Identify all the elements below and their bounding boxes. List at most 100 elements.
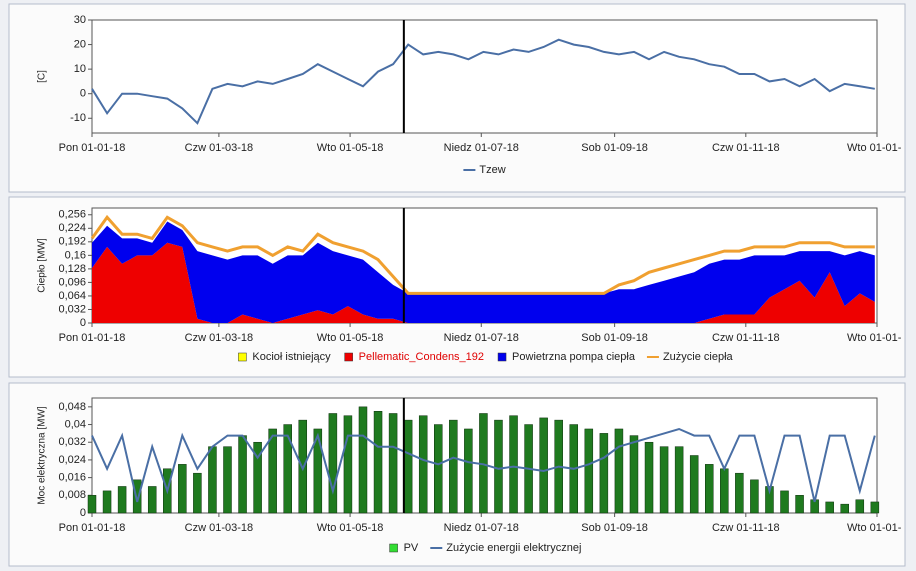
bar	[238, 435, 247, 514]
legend-label: Pellematic_Condens_192	[359, 351, 484, 363]
line	[90, 214, 875, 295]
bar	[840, 503, 849, 514]
bar	[644, 441, 654, 514]
x-tick-label: Wto 01-01-	[847, 142, 902, 154]
x-tick-label: Wto 01-05-18	[317, 522, 384, 534]
bar	[659, 446, 669, 514]
chart-panel: 0 0,008 0,016 0,024 0,032 0,04 0,048 Pon 01-01-…	[8, 382, 906, 567]
legend-swatch	[238, 352, 247, 362]
y-axis-label: Moc elektryczna [MW]	[37, 406, 48, 505]
y-tick-label: 0,008	[58, 489, 86, 501]
y-tick-label: 0,04	[65, 418, 86, 430]
bar	[403, 419, 413, 514]
bar	[253, 441, 262, 514]
bar	[449, 419, 458, 514]
y-axis-label: [C]	[37, 70, 48, 83]
bar	[464, 428, 473, 514]
y-tick-label: -10	[70, 112, 86, 124]
legend: PV Zużycie energii elektrycznej	[389, 542, 581, 554]
x-tick-label: Wto 01-05-18	[317, 142, 384, 154]
bar	[343, 415, 353, 514]
y-tick-label: 0,032	[58, 436, 86, 448]
legend-label: Tzew	[479, 164, 505, 176]
bar	[178, 464, 187, 514]
bar	[418, 415, 428, 514]
bar	[117, 486, 127, 514]
y-tick-label: 0,16	[65, 249, 86, 261]
bar	[539, 417, 548, 514]
x-tick-label: Sob 01-09-18	[581, 142, 648, 154]
bar	[509, 415, 518, 514]
legend-label: Powietrzna pompa ciepła	[512, 351, 636, 363]
x-tick-label: Niedz 01-07-18	[444, 142, 519, 154]
legend-label: PV	[404, 542, 419, 554]
x-tick-label: Czw 01-11-18	[712, 332, 780, 344]
y-tick-label: 0,032	[58, 303, 86, 315]
line	[91, 427, 876, 503]
bar	[599, 433, 609, 514]
y-tick-label: 0	[80, 317, 86, 329]
y-tick-label: 0,192	[58, 236, 86, 248]
area	[92, 242, 875, 323]
x-tick-label: Wto 01-01-	[847, 332, 902, 344]
x-tick-label: Sob 01-09-18	[581, 522, 648, 534]
y-tick-label: 0,064	[58, 290, 86, 302]
x-tick-label: Czw 01-11-18	[712, 522, 780, 534]
y-tick-label: 0	[80, 507, 86, 519]
bar	[147, 486, 157, 514]
chart-panel: -10 0 10 20 30 Pon 01-01-18 Czw 01-03-18 Wto 01…	[8, 3, 906, 193]
y-tick-label: 0,256	[58, 209, 86, 221]
y-tick-label: 0,024	[58, 454, 86, 466]
legend-swatch	[389, 543, 398, 553]
bar	[614, 428, 624, 514]
y-tick-label: 0,096	[58, 276, 86, 288]
bar	[765, 486, 774, 514]
legend-label: Zużycie energii elektrycznej	[446, 542, 581, 554]
bar	[328, 413, 338, 514]
bar	[720, 468, 729, 514]
y-tick-label: 20	[74, 38, 86, 50]
legend: Kocioł istniejący Pellematic_Condens_192 P…	[238, 351, 734, 363]
y-tick-label: 0,016	[58, 472, 86, 484]
x-tick-label: Pon 01-01-18	[59, 142, 126, 154]
bar	[283, 424, 292, 514]
bar	[704, 464, 714, 514]
x-tick-label: Wto 01-01-	[847, 522, 902, 534]
bar	[795, 495, 804, 514]
legend-swatch	[344, 352, 353, 362]
legend-label: Kocioł istniejący	[252, 351, 331, 363]
bar	[825, 501, 834, 514]
x-tick-label: Pon 01-01-18	[59, 332, 126, 344]
bar	[750, 479, 759, 514]
bar	[780, 490, 789, 514]
y-tick-label: 0,048	[58, 401, 86, 413]
x-tick-label: Wto 01-05-18	[317, 332, 384, 344]
bar	[87, 495, 97, 514]
bar	[102, 490, 112, 514]
y-axis-label: Ciepło [MW]	[37, 238, 48, 293]
y-tick-label: 0	[80, 88, 86, 100]
x-tick-label: Niedz 01-07-18	[444, 332, 519, 344]
bar	[855, 499, 865, 514]
bar	[735, 472, 744, 514]
bar	[193, 472, 202, 514]
legend: Tzew	[463, 164, 506, 176]
bar	[388, 413, 398, 514]
x-tick-label: Pon 01-01-18	[59, 522, 126, 534]
x-tick-label: Czw 01-11-18	[712, 142, 780, 154]
bar	[208, 446, 217, 514]
plot-area	[91, 19, 878, 134]
line	[91, 38, 875, 125]
y-tick-label: 0,128	[58, 263, 86, 275]
y-tick-label: 0,224	[58, 222, 86, 234]
legend-label: Zużycie ciepła	[663, 351, 734, 363]
y-tick-label: 30	[74, 14, 86, 26]
area	[92, 221, 875, 323]
bar	[434, 424, 443, 514]
bar	[313, 428, 323, 514]
x-tick-label: Czw 01-03-18	[185, 332, 253, 344]
bar	[358, 406, 368, 514]
bar	[373, 411, 383, 514]
